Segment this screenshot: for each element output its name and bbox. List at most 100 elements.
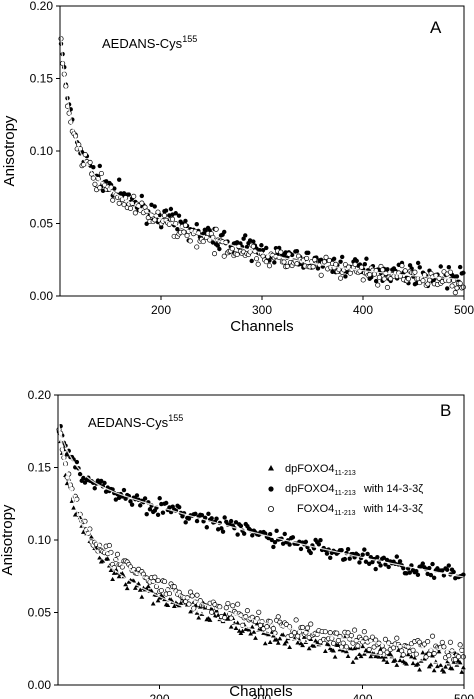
data-point-triangle	[248, 631, 254, 636]
data-point-filled-circle	[343, 274, 348, 279]
data-point-filled-circle	[360, 552, 365, 557]
y-tick-label: 0.05	[28, 606, 52, 620]
data-point-filled-circle	[308, 550, 313, 556]
data-point-triangle	[238, 630, 244, 636]
data-point-filled-circle	[407, 570, 412, 575]
data-point-open-circle	[369, 634, 375, 640]
data-point-triangle	[340, 648, 346, 653]
data-point-triangle	[360, 643, 366, 649]
data-point-open-circle	[161, 212, 167, 219]
data-point-open-circle	[405, 276, 412, 282]
panel-b-plot-frame	[57, 394, 465, 686]
data-point-open-circle	[92, 181, 98, 187]
data-point-filled-circle	[415, 572, 421, 578]
data-point-open-circle	[114, 551, 121, 557]
data-point-open-circle	[400, 652, 406, 658]
data-point-open-circle	[412, 269, 418, 275]
data-point-filled-circle	[222, 515, 227, 520]
data-point-triangle	[379, 654, 385, 659]
fit-line	[59, 27, 465, 281]
x-tick-label: 200	[151, 303, 171, 317]
data-point-filled-circle	[368, 554, 374, 560]
data-point-triangle	[235, 620, 241, 625]
data-point-filled-circle	[375, 554, 380, 560]
data-point-triangle	[145, 583, 151, 589]
data-point-filled-circle	[364, 256, 369, 261]
data-point-open-circle	[447, 269, 454, 275]
data-point-filled-circle	[193, 511, 198, 517]
data-point-open-circle	[286, 251, 292, 257]
data-point-open-circle	[284, 263, 290, 269]
data-point-filled-circle	[243, 233, 248, 238]
data-point-triangle	[108, 567, 114, 573]
data-point-filled-circle	[386, 564, 391, 570]
data-point-triangle	[376, 654, 382, 659]
panel-a-chart: 0.00 0.05 0.10 0.15 0.20 200 300 400 500 Channe…	[1, 0, 474, 335]
data-point-triangle	[222, 611, 228, 616]
data-point-filled-circle	[431, 575, 437, 580]
data-point-open-circle	[166, 591, 172, 597]
data-point-open-circle	[360, 277, 366, 283]
data-point-filled-circle	[339, 548, 344, 553]
data-point-open-circle	[308, 621, 314, 627]
data-point-triangle	[240, 628, 245, 633]
data-point-open-circle	[350, 640, 356, 646]
data-point-filled-circle	[92, 486, 97, 491]
data-point-filled-circle	[381, 555, 387, 561]
data-point-open-circle	[457, 642, 463, 648]
data-point-open-circle	[228, 615, 234, 621]
data-point-open-circle	[81, 162, 87, 168]
data-point-filled-circle	[271, 544, 276, 550]
data-point-filled-circle	[294, 248, 300, 254]
data-point-triangle	[344, 649, 349, 654]
data-point-open-circle	[110, 197, 116, 203]
data-point-filled-circle	[366, 561, 372, 566]
data-point-triangle	[280, 632, 286, 637]
data-point-triangle	[457, 660, 463, 665]
data-point-triangle	[105, 556, 111, 561]
data-point-open-circle	[423, 654, 429, 660]
data-point-open-circle	[323, 254, 329, 260]
data-point-triangle	[131, 578, 137, 583]
data-point-open-circle	[338, 275, 344, 281]
data-point-triangle	[384, 659, 390, 664]
data-point-open-circle	[321, 259, 327, 265]
data-point-open-circle	[333, 261, 339, 267]
legend-marker-triangle	[268, 465, 274, 471]
data-point-open-circle	[304, 625, 311, 631]
data-point-filled-circle	[339, 254, 345, 260]
y-tick-label: 0.00	[30, 289, 54, 303]
data-point-open-circle	[275, 614, 281, 620]
data-point-open-circle	[335, 638, 341, 644]
y-tick-label: 0.10	[30, 144, 54, 158]
data-point-open-circle	[348, 632, 354, 639]
data-point-filled-circle	[417, 265, 422, 270]
data-point-triangle	[345, 653, 351, 659]
data-point-open-circle	[446, 653, 452, 659]
data-point-open-circle	[222, 615, 228, 621]
y-tick-label: 0.20	[30, 0, 54, 13]
data-point-open-circle	[381, 276, 387, 282]
data-point-triangle	[80, 529, 86, 534]
data-point-triangle	[300, 642, 306, 648]
data-point-open-circle	[263, 259, 269, 265]
data-point-filled-circle	[303, 539, 309, 545]
data-point-triangle	[139, 594, 145, 599]
data-point-filled-circle	[91, 164, 96, 170]
data-point-open-circle	[425, 639, 431, 645]
data-point-triangle	[246, 627, 252, 632]
data-point-open-circle	[171, 584, 177, 590]
data-point-open-circle	[253, 256, 260, 262]
data-point-filled-circle	[427, 565, 432, 571]
data-point-filled-circle	[97, 163, 102, 169]
data-point-open-circle	[225, 600, 231, 607]
panel-b-y-axis: 0.00 0.05 0.10 0.15 0.20	[28, 388, 58, 692]
legend-entry-2: dpFOXO411-213 with 14-3-3ζ	[268, 483, 423, 497]
data-point-open-circle	[367, 272, 373, 278]
x-tick-label: 500	[454, 303, 474, 317]
data-point-filled-circle	[357, 560, 362, 565]
data-point-open-circle	[334, 630, 340, 636]
data-point-open-circle	[184, 233, 190, 239]
data-point-filled-circle	[454, 274, 460, 279]
data-point-filled-circle	[199, 512, 205, 518]
